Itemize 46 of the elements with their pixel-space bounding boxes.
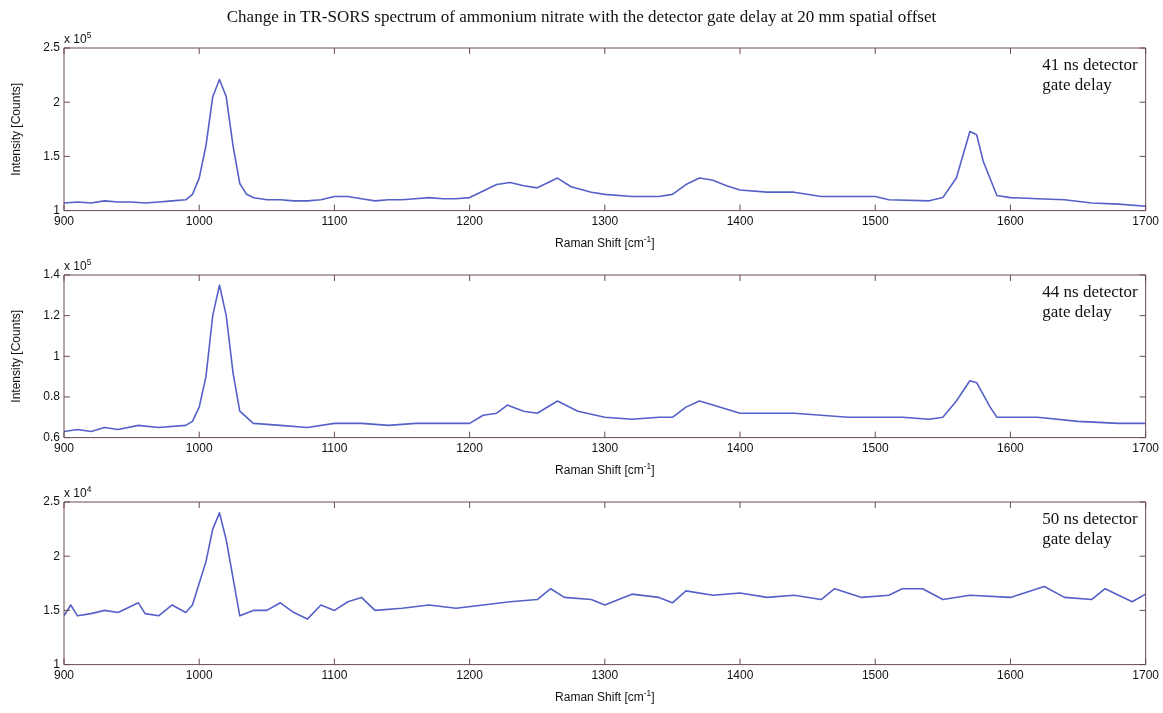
x-tick-label: 900	[53, 214, 75, 229]
x-tick-label: 1300	[591, 668, 619, 683]
y-tick-label: 1.5	[43, 602, 61, 617]
annotation: 50 ns detector gate delay	[1042, 509, 1138, 548]
x-tick-label: 1200	[456, 214, 484, 229]
x-tick-label: 1700	[1132, 214, 1160, 229]
x-tick-label: 1600	[997, 214, 1025, 229]
y-tick-label: 1	[53, 656, 61, 671]
x-tick-label: 1000	[185, 441, 213, 456]
x-tick-label: 1700	[1132, 441, 1160, 456]
x-tick-label: 1300	[591, 214, 619, 229]
x-tick-label: 1600	[997, 668, 1025, 683]
x-tick-label: 1100	[321, 441, 348, 456]
x-tick-label: 1400	[726, 214, 754, 229]
x-tick-label: 1400	[726, 441, 754, 456]
annotation: 44 ns detector gate delay	[1042, 282, 1138, 321]
x-tick-label: 1500	[861, 441, 889, 456]
x-tick-label: 1200	[456, 441, 484, 456]
x-tick-label: 1500	[861, 668, 889, 683]
y-tick-label: 1.4	[43, 267, 61, 282]
x-tick-label: 900	[53, 441, 75, 456]
x-tick-label: 1000	[185, 668, 213, 683]
y-axis-title: Intensity [Counts]	[9, 309, 23, 403]
y-tick-label: 1	[53, 202, 61, 217]
annotation: 41 ns detector gate delay	[1042, 55, 1138, 94]
x-tick-label: 1600	[997, 441, 1025, 456]
y-tick-label: 0.8	[43, 389, 61, 404]
y-axis-title: Intensity [Counts]	[9, 82, 23, 176]
x-tick-label: 1300	[591, 441, 619, 456]
y-tick-label: 2	[53, 94, 61, 109]
x-tick-label: 1500	[861, 214, 889, 229]
y-tick-label: 2.5	[43, 494, 61, 509]
y-tick-label: 2.5	[43, 40, 61, 55]
y-tick-label: 2	[53, 548, 61, 563]
x-tick-label: 1200	[456, 668, 484, 683]
x-tick-label: 1400	[726, 668, 754, 683]
y-tick-label: 1.2	[43, 307, 61, 322]
x-tick-label: 1100	[321, 214, 348, 229]
x-tick-label: 900	[53, 668, 75, 683]
y-tick-label: 1.5	[43, 148, 61, 163]
x-tick-label: 1000	[185, 214, 213, 229]
y-tick-label: 0.6	[43, 429, 61, 444]
y-tick-label: 1	[53, 348, 61, 363]
chart-title: Change in TR-SORS spectrum of ammonium nitrate with the detector gate delay at 20 mm spatial offset	[225, 6, 938, 28]
x-tick-label: 1700	[1132, 668, 1160, 683]
x-tick-label: 1100	[321, 668, 348, 683]
